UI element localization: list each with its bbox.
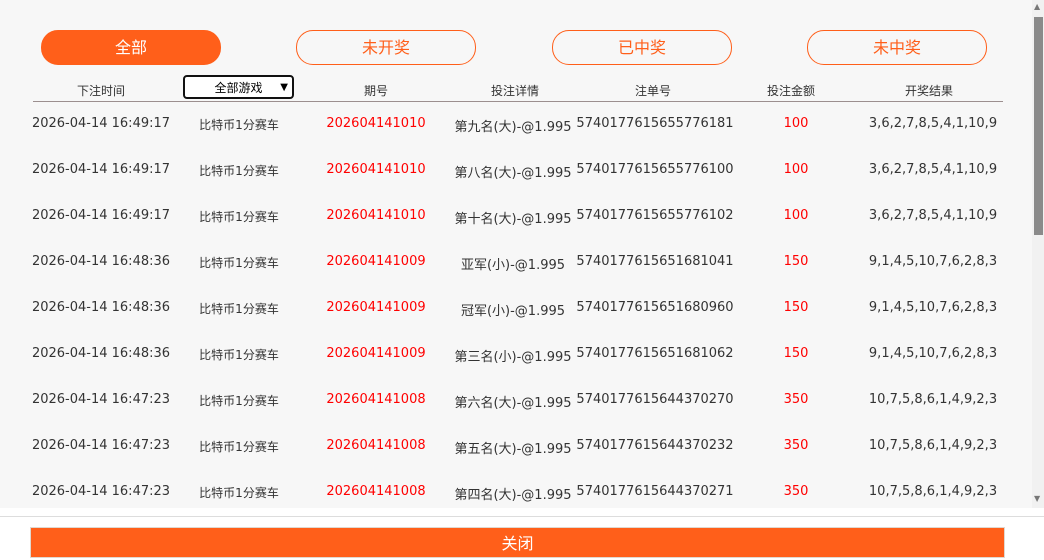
cell-detail: 冠军(小)-@1.995 xyxy=(460,304,566,319)
col-amount: 投注金额 xyxy=(766,84,816,98)
cell-game: 比特币1分赛车 xyxy=(199,164,279,178)
chevron-down-icon: ▼ xyxy=(280,82,288,93)
table-row: 2026-04-14 16:47:23 比特币1分赛车 202604141008 第五… xyxy=(0,438,1032,458)
cell-time: 2026-04-14 16:48:36 xyxy=(31,346,171,361)
cell-issue: 202604141010 xyxy=(326,116,426,131)
close-button[interactable]: 关闭 xyxy=(30,527,1005,558)
table-row: 2026-04-14 16:47:23 比特币1分赛车 202604141008 第四… xyxy=(0,484,1032,504)
cell-detail: 第十名(大)-@1.995 xyxy=(454,212,572,227)
game-filter-select[interactable]: 全部游戏 ▼ xyxy=(183,75,294,99)
cell-order: 5740177615651680960 xyxy=(576,300,734,315)
cell-amount: 350 xyxy=(783,392,809,407)
cell-game: 比特币1分赛车 xyxy=(199,348,279,362)
table-row: 2026-04-14 16:48:36 比特币1分赛车 202604141009 亚军… xyxy=(0,254,1032,274)
cell-issue: 202604141008 xyxy=(326,392,426,407)
cell-game: 比特币1分赛车 xyxy=(199,256,279,270)
cell-game: 比特币1分赛车 xyxy=(199,118,279,132)
cell-amount: 350 xyxy=(783,484,809,499)
cell-issue: 202604141009 xyxy=(326,346,426,361)
scroll-down-icon[interactable]: ▼ xyxy=(1034,494,1041,503)
divider xyxy=(0,516,1044,517)
cell-order: 5740177615655776181 xyxy=(576,116,734,131)
cell-amount: 150 xyxy=(783,300,809,315)
cell-order: 5740177615644370271 xyxy=(576,484,734,499)
cell-time: 2026-04-14 16:48:36 xyxy=(31,254,171,269)
table-row: 2026-04-14 16:48:36 比特币1分赛车 202604141009 冠军… xyxy=(0,300,1032,320)
cell-order: 5740177615651681062 xyxy=(576,346,734,361)
table-header: 下注时间 全部游戏 ▼ 期号 投注详情 注单号 投注金额 开奖结果 xyxy=(33,75,1003,102)
tab-3[interactable]: 未中奖 xyxy=(807,30,987,65)
col-order: 注单号 xyxy=(634,84,672,98)
cell-result: 9,1,4,5,10,7,6,2,8,3 xyxy=(868,254,998,269)
scroll-up-icon[interactable]: ▲ xyxy=(1034,2,1041,11)
table-row: 2026-04-14 16:49:17 比特币1分赛车 202604141010 第十… xyxy=(0,208,1032,228)
cell-issue: 202604141009 xyxy=(326,300,426,315)
table-row: 2026-04-14 16:48:36 比特币1分赛车 202604141009 第三… xyxy=(0,346,1032,366)
cell-issue: 202604141009 xyxy=(326,254,426,269)
cell-issue: 202604141008 xyxy=(326,484,426,499)
col-result: 开奖结果 xyxy=(904,84,954,98)
cell-game: 比特币1分赛车 xyxy=(199,486,279,500)
cell-amount: 100 xyxy=(783,116,809,131)
cell-result: 9,1,4,5,10,7,6,2,8,3 xyxy=(868,300,998,315)
cell-order: 5740177615655776100 xyxy=(576,162,734,177)
scrollbar[interactable]: ▲ ▼ xyxy=(1032,0,1044,508)
cell-detail: 第三名(小)-@1.995 xyxy=(454,350,572,365)
cell-amount: 350 xyxy=(783,438,809,453)
cell-order: 5740177615651681041 xyxy=(576,254,734,269)
cell-order: 5740177615644370270 xyxy=(576,392,734,407)
cell-time: 2026-04-14 16:47:23 xyxy=(31,484,171,499)
cell-detail: 第五名(大)-@1.995 xyxy=(454,442,572,457)
cell-amount: 100 xyxy=(783,208,809,223)
cell-time: 2026-04-14 16:49:17 xyxy=(31,162,171,177)
tab-0[interactable]: 全部 xyxy=(41,30,221,65)
cell-order: 5740177615655776102 xyxy=(576,208,734,223)
bet-records-panel: 全部 未开奖 已中奖 未中奖 下注时间 全部游戏 ▼ 期号 投注详情 注单号 投注金额… xyxy=(0,30,1032,504)
scrollbar-thumb[interactable] xyxy=(1034,17,1043,235)
cell-game: 比特币1分赛车 xyxy=(199,210,279,224)
cell-result: 10,7,5,8,6,1,4,9,2,3 xyxy=(868,392,998,407)
cell-issue: 202604141010 xyxy=(326,208,426,223)
cell-issue: 202604141010 xyxy=(326,162,426,177)
cell-time: 2026-04-14 16:48:36 xyxy=(31,300,171,315)
cell-detail: 第六名(大)-@1.995 xyxy=(454,396,572,411)
cell-result: 10,7,5,8,6,1,4,9,2,3 xyxy=(868,438,998,453)
cell-detail: 第四名(大)-@1.995 xyxy=(454,488,572,503)
cell-result: 10,7,5,8,6,1,4,9,2,3 xyxy=(868,484,998,499)
cell-game: 比特币1分赛车 xyxy=(199,440,279,454)
cell-result: 9,1,4,5,10,7,6,2,8,3 xyxy=(868,346,998,361)
col-detail: 投注详情 xyxy=(490,84,540,98)
table-row: 2026-04-14 16:49:17 比特币1分赛车 202604141010 第九… xyxy=(0,116,1032,136)
cell-amount: 100 xyxy=(783,162,809,177)
cell-amount: 150 xyxy=(783,346,809,361)
cell-amount: 150 xyxy=(783,254,809,269)
cell-result: 3,6,2,7,8,5,4,1,10,9 xyxy=(868,116,998,131)
col-issue: 期号 xyxy=(363,84,389,98)
table-row: 2026-04-14 16:47:23 比特币1分赛车 202604141008 第六… xyxy=(0,392,1032,412)
cell-result: 3,6,2,7,8,5,4,1,10,9 xyxy=(868,208,998,223)
cell-time: 2026-04-14 16:47:23 xyxy=(31,438,171,453)
cell-issue: 202604141008 xyxy=(326,438,426,453)
cell-time: 2026-04-14 16:47:23 xyxy=(31,392,171,407)
tab-1[interactable]: 未开奖 xyxy=(296,30,476,65)
cell-game: 比特币1分赛车 xyxy=(199,302,279,316)
cell-detail: 亚军(小)-@1.995 xyxy=(460,258,566,273)
cell-result: 3,6,2,7,8,5,4,1,10,9 xyxy=(868,162,998,177)
game-filter-value: 全部游戏 xyxy=(214,81,263,95)
col-time: 下注时间 xyxy=(76,84,126,98)
table-row: 2026-04-14 16:49:17 比特币1分赛车 202604141010 第八… xyxy=(0,162,1032,182)
cell-time: 2026-04-14 16:49:17 xyxy=(31,116,171,131)
cell-detail: 第八名(大)-@1.995 xyxy=(454,166,572,181)
cell-time: 2026-04-14 16:49:17 xyxy=(31,208,171,223)
tab-2[interactable]: 已中奖 xyxy=(552,30,732,65)
cell-order: 5740177615644370232 xyxy=(576,438,734,453)
cell-game: 比特币1分赛车 xyxy=(199,394,279,408)
cell-detail: 第九名(大)-@1.995 xyxy=(454,120,572,135)
